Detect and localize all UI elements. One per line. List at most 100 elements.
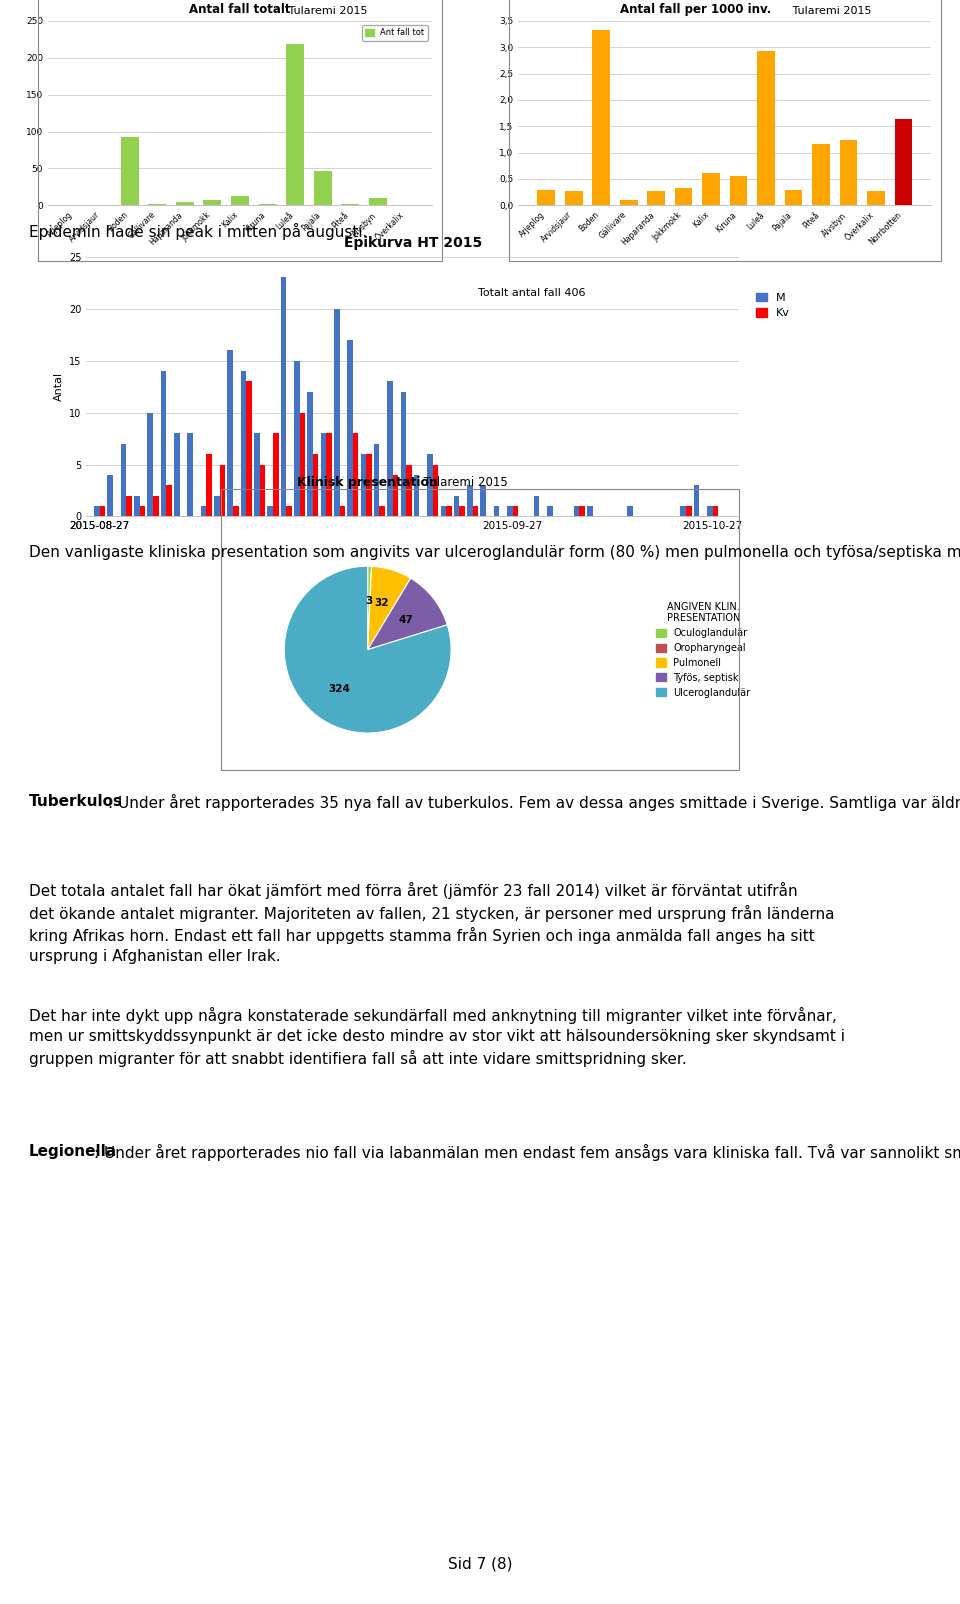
Bar — [259, 465, 265, 516]
Bar — [427, 454, 433, 516]
Wedge shape — [284, 566, 451, 733]
Bar — [579, 507, 585, 516]
Bar — [286, 43, 304, 205]
Bar — [140, 507, 145, 516]
Bar — [153, 496, 158, 516]
Bar — [784, 189, 803, 205]
Bar — [627, 507, 633, 516]
Bar — [254, 433, 259, 516]
Legend: Oculoglandulär, Oropharyngeal, Pulmonell, Tyfös, septisk, Ulceroglandulär: Oculoglandulär, Oropharyngeal, Pulmonell… — [654, 600, 753, 699]
Bar — [681, 507, 685, 516]
Bar — [547, 507, 553, 516]
Bar — [286, 507, 292, 516]
Bar — [366, 454, 372, 516]
Text: Epidemin hade sin peak i mitten på augusti.: Epidemin hade sin peak i mitten på augus… — [29, 223, 368, 241]
Bar — [460, 507, 465, 516]
Bar — [812, 144, 830, 205]
Bar — [538, 189, 555, 205]
Bar — [348, 340, 353, 516]
Bar — [231, 196, 249, 205]
Bar — [379, 507, 385, 516]
Text: Legionella: Legionella — [29, 1144, 117, 1158]
Bar — [233, 507, 238, 516]
Bar — [160, 371, 166, 516]
Bar — [241, 371, 247, 516]
Bar — [267, 507, 273, 516]
Bar — [574, 507, 579, 516]
Bar — [895, 119, 912, 205]
Bar — [840, 140, 857, 205]
Bar — [480, 486, 486, 516]
Bar — [307, 391, 313, 516]
Bar — [127, 496, 132, 516]
Text: Antal fall totalt: Antal fall totalt — [189, 3, 291, 16]
Text: 3: 3 — [365, 597, 372, 606]
Bar — [313, 454, 319, 516]
Text: Sid 7 (8): Sid 7 (8) — [447, 1557, 513, 1572]
Bar — [314, 172, 332, 205]
Bar — [100, 507, 106, 516]
Bar — [446, 507, 452, 516]
Bar — [472, 507, 478, 516]
Text: 32: 32 — [374, 598, 389, 608]
Text: Den vanligaste kliniska presentation som angivits var ulceroglandulär form (80 %: Den vanligaste kliniska presentation som… — [29, 545, 960, 560]
Bar — [334, 308, 340, 516]
Bar — [730, 176, 748, 205]
Bar — [588, 507, 592, 516]
Bar — [273, 433, 278, 516]
Bar — [247, 382, 252, 516]
Bar — [373, 444, 379, 516]
Bar — [592, 30, 610, 205]
Bar — [220, 465, 226, 516]
Bar — [369, 197, 387, 205]
Bar — [214, 496, 220, 516]
Bar — [468, 486, 472, 516]
Bar — [393, 475, 398, 516]
Bar — [294, 361, 300, 516]
Text: Tuberkulos: Tuberkulos — [29, 794, 123, 808]
Legend: Ant fall tot: Ant fall tot — [362, 26, 428, 40]
Bar — [300, 412, 305, 516]
Bar — [387, 382, 393, 516]
Y-axis label: Antal: Antal — [54, 372, 63, 401]
Bar — [647, 191, 665, 205]
Text: Det totala antalet fall har ökat jämfört med förra året (jämför 23 fall 2014) vi: Det totala antalet fall har ökat jämfört… — [29, 882, 834, 964]
Bar — [400, 391, 406, 516]
Bar — [228, 350, 233, 516]
Bar — [564, 191, 583, 205]
Text: Det har inte dykt upp några konstaterade sekundärfall med anknytning till migran: Det har inte dykt upp några konstaterade… — [29, 1007, 845, 1067]
Bar — [121, 444, 127, 516]
Bar — [166, 486, 172, 516]
Bar — [534, 496, 540, 516]
Bar — [694, 486, 699, 516]
Bar — [685, 507, 691, 516]
Text: : Under året rapporterades 35 nya fall av tuberkulos. Fem av dessa anges smittad: : Under året rapporterades 35 nya fall a… — [108, 794, 960, 812]
Bar — [712, 507, 718, 516]
Bar — [619, 200, 637, 205]
Bar — [406, 465, 412, 516]
Bar — [174, 433, 180, 516]
Bar — [326, 433, 332, 516]
Bar — [353, 433, 358, 516]
Bar — [134, 496, 140, 516]
Bar — [280, 277, 286, 516]
Bar — [176, 202, 194, 205]
Bar — [148, 412, 153, 516]
Bar — [675, 188, 692, 205]
Bar — [757, 51, 775, 205]
Bar — [201, 507, 206, 516]
Bar — [187, 433, 193, 516]
Text: Klinisk presentation: Klinisk presentation — [298, 476, 438, 489]
Bar — [707, 507, 712, 516]
Text: Tularemi 2015: Tularemi 2015 — [285, 6, 368, 16]
Text: Epikurva HT 2015: Epikurva HT 2015 — [344, 236, 482, 250]
Wedge shape — [368, 566, 372, 650]
Bar — [204, 200, 222, 205]
Bar — [121, 136, 138, 205]
Bar — [206, 454, 212, 516]
Bar — [414, 475, 420, 516]
Bar — [361, 454, 366, 516]
Wedge shape — [368, 577, 447, 650]
Text: 324: 324 — [328, 683, 350, 693]
Text: Antal fall per 1000 inv.: Antal fall per 1000 inv. — [620, 3, 772, 16]
